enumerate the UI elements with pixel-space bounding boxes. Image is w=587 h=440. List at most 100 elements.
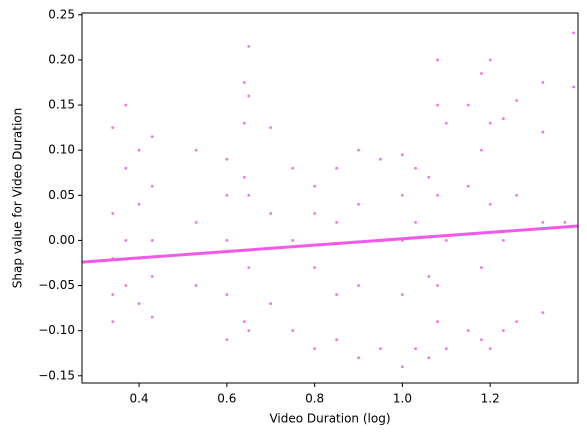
x-tick-label: 1.2 xyxy=(481,392,500,406)
point xyxy=(480,338,483,342)
point xyxy=(541,81,545,84)
y-tick-label: 0.05 xyxy=(48,188,75,202)
y-tick-label: 0.00 xyxy=(48,233,75,247)
point xyxy=(313,211,317,215)
point xyxy=(243,81,246,84)
x-tick-label: 0.4 xyxy=(130,392,149,406)
point xyxy=(436,320,439,324)
point xyxy=(194,220,198,224)
point xyxy=(124,166,128,170)
point xyxy=(488,121,492,125)
plot-area xyxy=(81,31,579,369)
point xyxy=(357,356,360,360)
point xyxy=(335,293,338,296)
point xyxy=(269,302,273,305)
point xyxy=(313,266,317,269)
point xyxy=(401,153,404,157)
point xyxy=(124,239,128,242)
point xyxy=(488,202,492,206)
y-tick-label: 0.10 xyxy=(48,143,75,157)
point xyxy=(243,320,246,324)
point xyxy=(111,211,115,215)
point xyxy=(563,220,567,224)
point xyxy=(436,103,439,107)
point xyxy=(466,184,470,188)
point xyxy=(137,202,141,206)
point xyxy=(247,329,251,333)
point xyxy=(357,202,360,206)
point xyxy=(269,126,273,130)
point xyxy=(247,94,251,98)
point xyxy=(379,157,382,161)
point xyxy=(335,166,338,170)
point xyxy=(466,103,470,107)
fit-line xyxy=(81,224,579,264)
point xyxy=(243,175,246,179)
point xyxy=(444,121,448,125)
point xyxy=(335,220,338,224)
y-tick-label: −0.05 xyxy=(38,278,75,292)
point xyxy=(291,329,295,333)
y-axis-label: Shap value for Video Duration xyxy=(11,108,25,288)
point xyxy=(414,347,417,351)
point xyxy=(150,135,154,139)
point xyxy=(225,193,229,197)
point xyxy=(247,193,251,197)
point xyxy=(572,31,576,35)
point xyxy=(150,315,154,319)
point xyxy=(488,347,492,351)
point xyxy=(247,266,251,269)
x-axis-label: Video Duration (log) xyxy=(269,412,390,426)
y-tick-label: 0.25 xyxy=(48,7,75,21)
point xyxy=(291,239,295,242)
y-tick-label: 0.20 xyxy=(48,52,75,66)
x-tick-label: 0.6 xyxy=(217,392,236,406)
x-tick-label: 1.0 xyxy=(393,392,412,406)
point xyxy=(501,329,505,333)
point xyxy=(111,293,115,296)
point xyxy=(247,44,251,48)
point xyxy=(480,148,483,152)
point xyxy=(480,72,483,75)
point xyxy=(427,275,431,278)
point xyxy=(313,347,317,351)
point xyxy=(488,58,492,62)
point xyxy=(414,220,417,224)
point xyxy=(357,284,360,287)
point xyxy=(335,338,338,342)
y-tick-label: −0.10 xyxy=(38,323,75,337)
point xyxy=(401,293,404,296)
point xyxy=(480,266,483,269)
point xyxy=(124,284,128,287)
point xyxy=(414,166,417,170)
point xyxy=(427,356,431,360)
point xyxy=(436,58,439,62)
point xyxy=(401,193,404,197)
point xyxy=(137,302,141,305)
point xyxy=(269,211,273,215)
point xyxy=(150,275,154,278)
point xyxy=(243,121,246,125)
axes-frame xyxy=(81,12,579,384)
point xyxy=(444,239,448,242)
point xyxy=(313,184,317,188)
point xyxy=(541,130,545,134)
point xyxy=(515,193,518,197)
point xyxy=(501,117,505,120)
point xyxy=(466,329,470,333)
y-tick-label: 0.15 xyxy=(48,98,75,112)
point xyxy=(150,239,154,242)
point xyxy=(137,148,141,152)
point xyxy=(111,320,115,324)
point xyxy=(225,293,229,296)
y-tick-label: −0.15 xyxy=(38,368,75,382)
point xyxy=(194,284,198,287)
point xyxy=(111,126,115,130)
point xyxy=(436,284,439,287)
point xyxy=(444,347,448,351)
point xyxy=(291,166,295,170)
point xyxy=(515,320,518,324)
point xyxy=(427,175,431,179)
point xyxy=(572,85,576,89)
